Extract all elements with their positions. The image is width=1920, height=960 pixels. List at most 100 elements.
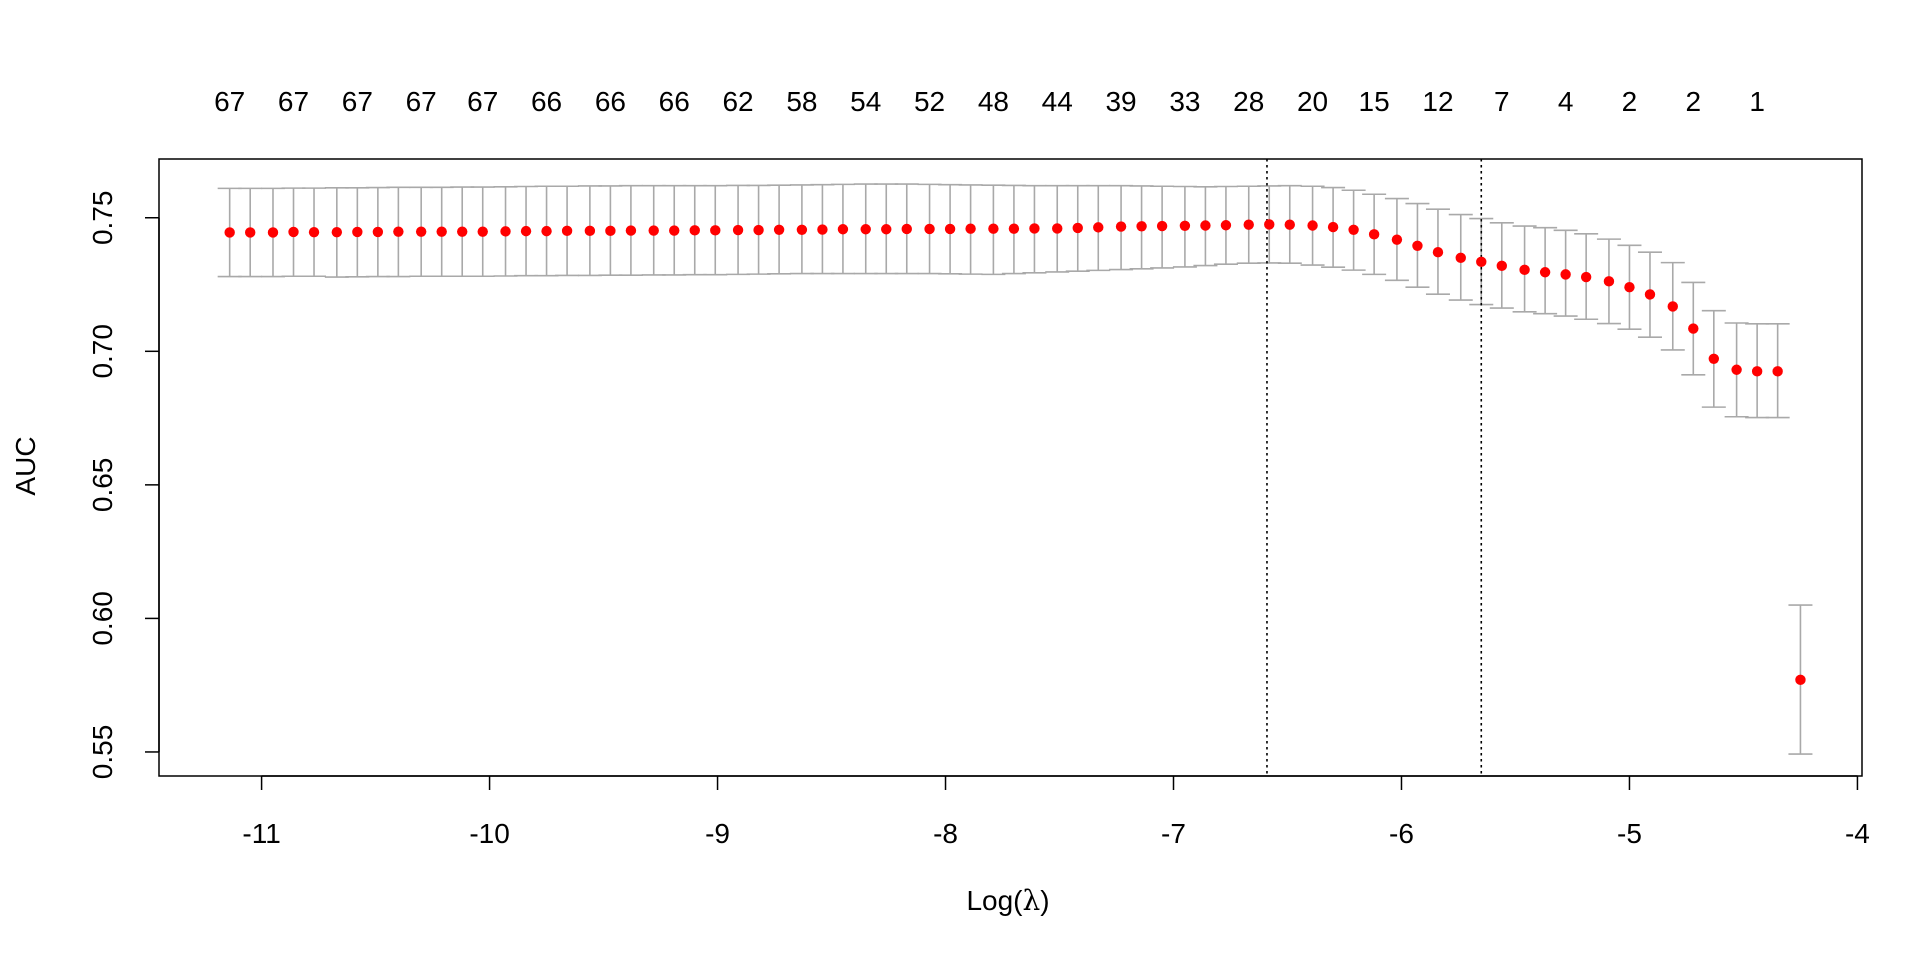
data-point <box>732 224 744 236</box>
data-point <box>1008 223 1020 234</box>
data-point <box>500 226 511 237</box>
top-axis-label: 66 <box>531 86 562 117</box>
top-axis-label: 54 <box>850 86 881 117</box>
data-point <box>393 226 404 237</box>
y-tick-label: 0.70 <box>87 324 118 379</box>
data-point <box>1072 222 1083 234</box>
data-point <box>1455 252 1466 264</box>
top-axis-label: 39 <box>1105 86 1136 117</box>
data-point <box>436 226 447 237</box>
data-point <box>331 226 343 238</box>
data-point <box>584 225 596 237</box>
data-point <box>477 226 488 237</box>
top-axis-label: 67 <box>278 86 309 117</box>
data-point <box>1603 276 1615 287</box>
x-tick-label: -5 <box>1617 818 1642 849</box>
y-tick-label: 0.55 <box>87 725 118 780</box>
x-tick-label: -7 <box>1161 818 1186 849</box>
data-point <box>1307 220 1318 231</box>
data-point <box>1519 264 1530 276</box>
y-tick-label: 0.75 <box>87 191 118 246</box>
data-point <box>1708 353 1720 364</box>
data-point <box>1731 364 1742 375</box>
data-point <box>267 227 279 238</box>
x-tick-label: -8 <box>933 818 958 849</box>
y-tick-label: 0.60 <box>87 591 118 646</box>
data-point <box>837 224 849 235</box>
top-axis-label: 4 <box>1558 86 1574 117</box>
data-point <box>817 224 828 235</box>
x-axis-title-suffix: ) <box>1040 885 1049 916</box>
data-point <box>1560 269 1571 280</box>
top-axis-label: 7 <box>1494 86 1510 117</box>
y-axis: 0.55 0.60 0.65 0.70 0.75 <box>87 191 160 780</box>
data-point <box>415 226 427 237</box>
top-axis-label: 58 <box>786 86 817 117</box>
data-point <box>457 226 468 237</box>
y-axis-title: AUC <box>10 436 41 495</box>
data-point <box>1751 366 1763 377</box>
top-axis-label: 2 <box>1686 86 1702 117</box>
data-point <box>1795 674 1806 686</box>
data-point <box>1539 267 1551 278</box>
data-point <box>796 224 808 235</box>
data-point <box>965 223 976 234</box>
x-tick-label: -4 <box>1845 818 1870 849</box>
top-axis-label: 12 <box>1422 86 1453 117</box>
data-point <box>901 223 912 235</box>
data-point <box>372 226 384 238</box>
data-point <box>944 223 956 235</box>
x-tick-label: -10 <box>469 818 509 849</box>
data-point <box>648 225 659 236</box>
data-point <box>1580 271 1592 283</box>
top-axis-label: 15 <box>1359 86 1390 117</box>
data-point <box>1052 223 1063 234</box>
y-tick-label: 0.65 <box>87 458 118 512</box>
data-point <box>753 224 764 236</box>
data-point <box>1348 224 1359 235</box>
data-point <box>605 225 616 237</box>
data-point <box>561 225 573 237</box>
data-point <box>352 226 363 238</box>
top-axis-label: 28 <box>1233 86 1264 117</box>
data-point <box>1220 220 1232 231</box>
top-axis-label: 67 <box>214 86 245 117</box>
data-point <box>1029 223 1040 234</box>
data-point <box>1115 221 1127 232</box>
data-point <box>689 225 700 236</box>
top-axis-label: 48 <box>978 86 1009 117</box>
data-point <box>1624 282 1635 293</box>
data-point <box>1391 234 1403 245</box>
top-axis-labels: 67 67 67 67 67 66 66 66 62 58 54 52 48 44 39 33 28 20 15 12… <box>214 86 1765 117</box>
data-point <box>541 225 552 237</box>
data-point <box>1327 221 1339 233</box>
data-point <box>288 226 299 238</box>
x-axis-title-symbol: λ <box>1022 884 1040 917</box>
data-point <box>881 224 892 235</box>
data-point <box>308 226 320 238</box>
data-point <box>520 225 532 237</box>
x-tick-label: -6 <box>1389 818 1414 849</box>
top-axis-label: 62 <box>722 86 753 117</box>
data-point <box>1156 220 1168 232</box>
top-axis-label: 67 <box>342 86 373 117</box>
x-axis: -11 -10 -9 -8 -7 -6 -5 -4 <box>242 775 1870 849</box>
x-tick-label: -9 <box>705 818 730 849</box>
data-point <box>924 223 935 235</box>
x-axis-title-prefix: Log( <box>966 885 1023 916</box>
top-axis-label: 2 <box>1622 86 1638 117</box>
data-point <box>1200 220 1211 231</box>
data-point <box>1284 219 1295 230</box>
data-point <box>1476 256 1487 268</box>
data-point <box>988 223 999 234</box>
x-axis-title: Log(λ) <box>966 884 1049 917</box>
data-point <box>669 225 680 236</box>
data-point <box>1368 229 1380 240</box>
data-point <box>1136 221 1147 232</box>
top-axis-label: 52 <box>914 86 945 117</box>
data-point <box>860 224 871 235</box>
top-axis-label: 66 <box>659 86 690 117</box>
data-point <box>1264 219 1275 230</box>
data-point <box>244 227 256 238</box>
top-axis-label: 66 <box>595 86 626 117</box>
